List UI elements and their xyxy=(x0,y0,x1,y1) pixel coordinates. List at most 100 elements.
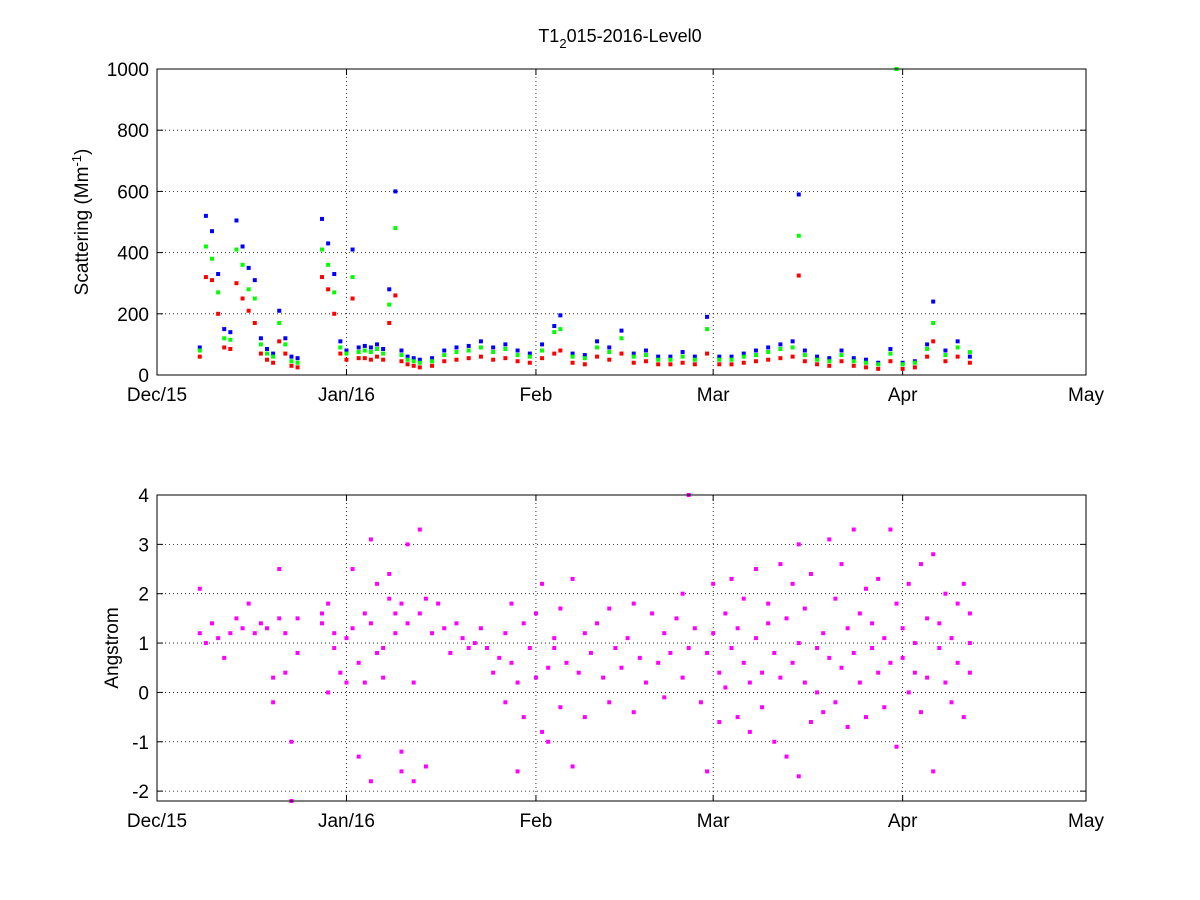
data-point xyxy=(955,339,960,344)
data-point xyxy=(338,351,343,356)
x-tick-label: Feb xyxy=(520,385,553,406)
data-point xyxy=(607,357,612,362)
data-point xyxy=(680,354,685,359)
data-point xyxy=(228,337,233,342)
data-point xyxy=(491,345,496,350)
data-point xyxy=(955,660,960,665)
data-point xyxy=(210,229,215,234)
data-point xyxy=(931,299,936,304)
data-point xyxy=(375,650,380,655)
data-point xyxy=(478,339,483,344)
data-point xyxy=(925,354,930,359)
data-point xyxy=(937,646,942,650)
data-point xyxy=(540,729,545,734)
data-point xyxy=(338,670,343,675)
data-point xyxy=(472,641,477,646)
data-point xyxy=(326,262,331,267)
data-point xyxy=(631,710,636,715)
data-point xyxy=(240,262,245,267)
data-point xyxy=(790,354,795,359)
data-point xyxy=(454,350,459,355)
data-point xyxy=(796,233,801,238)
data-point xyxy=(766,357,771,362)
y-tick-label: -2 xyxy=(132,782,149,803)
data-point xyxy=(399,601,404,606)
data-point xyxy=(289,363,294,368)
data-point xyxy=(332,646,337,650)
data-point xyxy=(417,611,422,616)
data-point xyxy=(362,611,367,616)
data-point xyxy=(741,351,746,356)
x-tick-label: Apr xyxy=(888,385,918,406)
data-point xyxy=(967,350,972,355)
data-point xyxy=(271,351,276,356)
data-point xyxy=(790,339,795,344)
data-point xyxy=(833,700,838,705)
data-point xyxy=(766,345,771,350)
data-point xyxy=(778,356,783,361)
data-point xyxy=(210,621,215,626)
data-point xyxy=(466,343,471,348)
data-point xyxy=(668,354,673,359)
data-point xyxy=(729,357,734,362)
data-point xyxy=(399,749,404,754)
data-point xyxy=(705,650,710,655)
data-point xyxy=(564,660,569,665)
data-point xyxy=(582,353,587,358)
data-point xyxy=(387,320,392,325)
data-point xyxy=(552,324,557,329)
data-point xyxy=(839,665,844,670)
data-point xyxy=(790,660,795,665)
data-point xyxy=(778,675,783,680)
data-point xyxy=(277,339,282,344)
data-point xyxy=(527,646,532,650)
data-point xyxy=(570,764,575,769)
x-tick-label: Mar xyxy=(697,385,730,406)
data-point xyxy=(912,670,917,675)
data-point xyxy=(552,330,557,335)
data-point xyxy=(888,346,893,351)
data-point xyxy=(582,356,587,361)
data-point xyxy=(228,330,233,335)
data-point xyxy=(705,314,710,319)
data-point xyxy=(552,636,557,641)
data-point xyxy=(540,348,545,353)
data-point xyxy=(729,362,734,367)
data-point xyxy=(802,353,807,358)
data-point xyxy=(656,362,661,367)
data-point xyxy=(540,342,545,347)
data-point xyxy=(216,311,221,316)
data-point xyxy=(723,611,728,616)
data-point xyxy=(387,571,392,576)
data-point xyxy=(815,690,820,695)
data-point xyxy=(442,359,447,364)
data-point xyxy=(607,345,612,350)
data-point xyxy=(515,353,520,358)
data-point xyxy=(729,354,734,359)
data-point xyxy=(766,601,771,606)
data-point xyxy=(540,356,545,361)
data-point xyxy=(845,626,850,631)
data-point xyxy=(271,700,276,705)
data-point xyxy=(485,646,490,650)
data-point xyxy=(466,646,471,650)
data-point xyxy=(949,700,954,705)
data-point xyxy=(295,616,300,621)
data-point xyxy=(680,675,685,680)
data-point xyxy=(760,670,765,675)
data-point xyxy=(381,346,386,351)
data-point xyxy=(503,631,508,636)
data-point xyxy=(203,244,208,249)
data-point xyxy=(717,362,722,367)
data-point xyxy=(417,360,422,365)
data-point xyxy=(326,241,331,246)
data-point xyxy=(246,308,251,313)
data-point xyxy=(595,345,600,350)
data-point xyxy=(735,715,740,720)
data-point xyxy=(753,348,758,353)
data-point xyxy=(387,302,392,307)
data-point xyxy=(271,675,276,680)
data-point xyxy=(766,350,771,355)
data-point xyxy=(931,769,936,774)
